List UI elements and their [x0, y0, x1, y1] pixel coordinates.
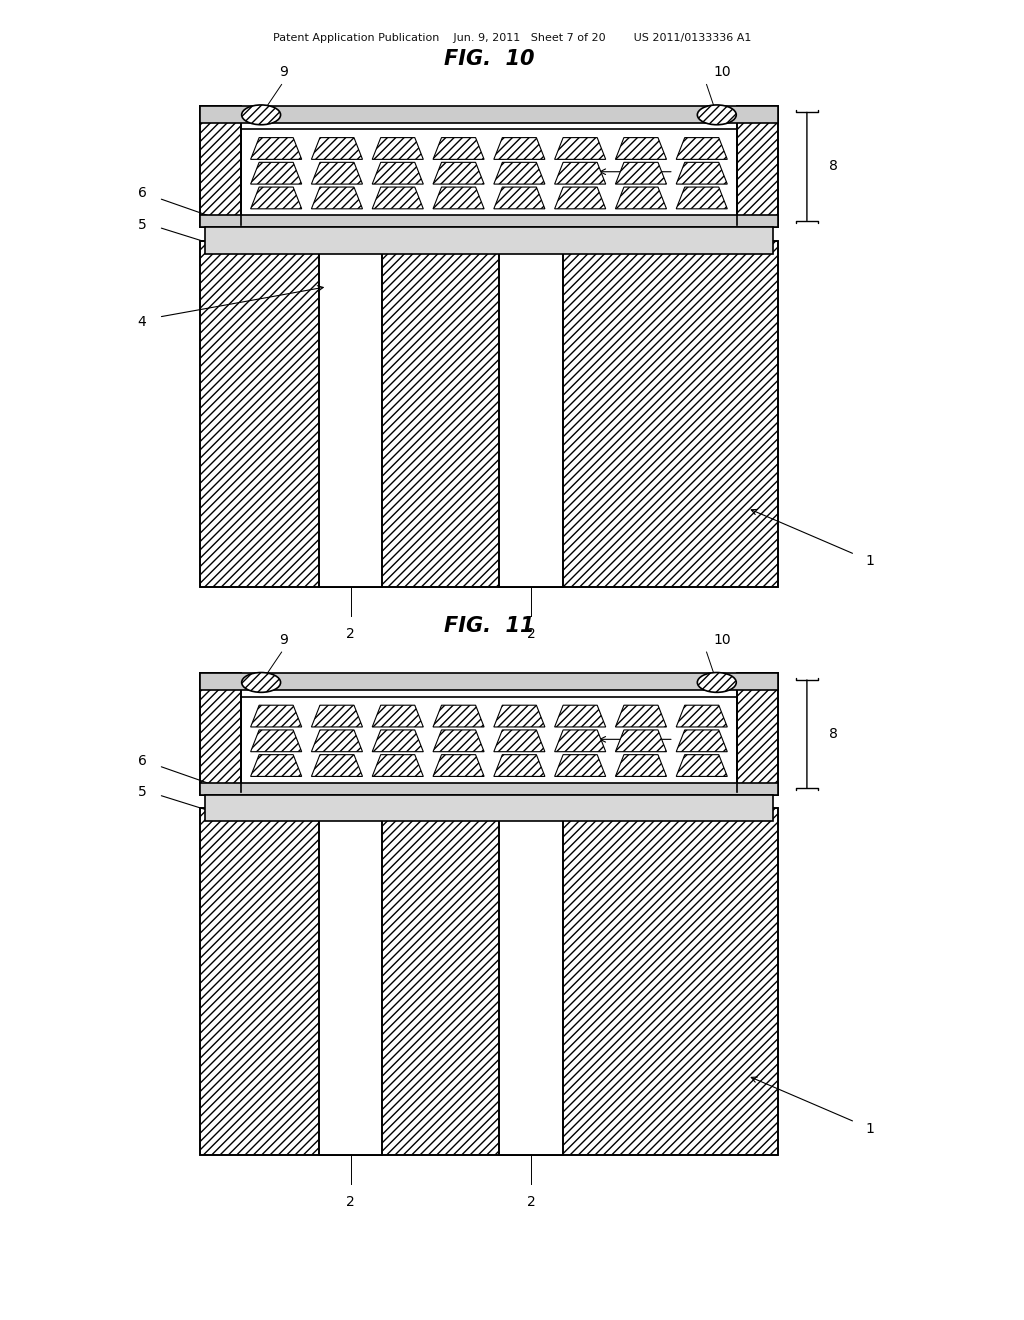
Bar	[319, 808, 383, 1155]
Polygon shape	[615, 755, 667, 776]
Polygon shape	[615, 730, 667, 751]
Polygon shape	[676, 137, 727, 160]
Polygon shape	[373, 187, 423, 209]
Text: 2: 2	[346, 627, 355, 642]
Polygon shape	[433, 705, 484, 727]
Polygon shape	[311, 730, 362, 751]
Text: 8: 8	[829, 727, 839, 741]
Text: 5: 5	[137, 785, 146, 800]
Polygon shape	[251, 755, 302, 776]
Text: 6: 6	[137, 186, 146, 201]
Bar	[200, 106, 241, 227]
Polygon shape	[311, 162, 362, 183]
Polygon shape	[555, 705, 605, 727]
Text: 7: 7	[688, 733, 697, 746]
Polygon shape	[311, 705, 362, 727]
Text: FIG.  11: FIG. 11	[444, 616, 535, 636]
Bar	[200, 106, 778, 123]
Text: 4: 4	[137, 315, 146, 330]
Polygon shape	[433, 755, 484, 776]
Polygon shape	[311, 755, 362, 776]
Polygon shape	[433, 162, 484, 183]
Text: 7: 7	[688, 165, 697, 178]
Polygon shape	[676, 705, 727, 727]
Polygon shape	[311, 187, 362, 209]
Text: 1: 1	[865, 1122, 874, 1135]
Polygon shape	[494, 730, 545, 751]
Bar	[205, 795, 773, 821]
Text: 2: 2	[526, 627, 536, 642]
Bar	[200, 808, 778, 1155]
Bar	[200, 240, 778, 587]
Bar	[319, 240, 383, 587]
Bar	[737, 106, 778, 227]
Ellipse shape	[697, 104, 736, 125]
Bar	[200, 240, 778, 587]
Polygon shape	[373, 705, 423, 727]
Text: 1: 1	[865, 554, 874, 568]
Polygon shape	[676, 162, 727, 183]
Text: 8: 8	[829, 160, 839, 173]
Polygon shape	[251, 730, 302, 751]
Polygon shape	[555, 755, 605, 776]
Polygon shape	[615, 162, 667, 183]
Text: 9: 9	[280, 632, 288, 647]
Polygon shape	[615, 187, 667, 209]
Text: 6: 6	[137, 754, 146, 768]
Bar	[737, 673, 778, 795]
Polygon shape	[251, 187, 302, 209]
Polygon shape	[494, 755, 545, 776]
Polygon shape	[676, 187, 727, 209]
Polygon shape	[373, 137, 423, 160]
Bar	[200, 673, 241, 795]
Polygon shape	[373, 730, 423, 751]
Text: 2: 2	[526, 1195, 536, 1209]
Bar	[200, 106, 241, 227]
Polygon shape	[373, 162, 423, 183]
Text: Patent Application Publication    Jun. 9, 2011   Sheet 7 of 20        US 2011/01: Patent Application Publication Jun. 9, 2…	[272, 33, 752, 44]
Bar	[205, 227, 773, 253]
Polygon shape	[494, 187, 545, 209]
Text: FIG.  10: FIG. 10	[444, 49, 535, 69]
Bar	[200, 673, 778, 690]
Polygon shape	[676, 730, 727, 751]
Bar	[200, 808, 778, 1155]
Polygon shape	[494, 705, 545, 727]
Polygon shape	[555, 137, 605, 160]
Polygon shape	[433, 730, 484, 751]
Polygon shape	[311, 137, 362, 160]
Text: 10: 10	[713, 632, 731, 647]
Polygon shape	[251, 137, 302, 160]
Text: 10: 10	[713, 65, 731, 79]
Polygon shape	[555, 187, 605, 209]
Polygon shape	[676, 755, 727, 776]
Polygon shape	[555, 730, 605, 751]
Polygon shape	[555, 162, 605, 183]
Polygon shape	[251, 162, 302, 183]
Bar	[737, 106, 778, 227]
Bar	[500, 240, 563, 587]
Bar	[200, 783, 778, 795]
Polygon shape	[615, 137, 667, 160]
Ellipse shape	[242, 673, 281, 693]
Polygon shape	[494, 137, 545, 160]
Text: 9: 9	[280, 65, 288, 79]
Ellipse shape	[697, 673, 736, 693]
Ellipse shape	[242, 104, 281, 125]
Bar	[737, 673, 778, 795]
Polygon shape	[251, 705, 302, 727]
Bar	[200, 215, 778, 227]
Polygon shape	[373, 755, 423, 776]
Bar	[500, 808, 563, 1155]
Polygon shape	[433, 137, 484, 160]
Text: 2: 2	[346, 1195, 355, 1209]
Polygon shape	[433, 187, 484, 209]
Polygon shape	[615, 705, 667, 727]
Polygon shape	[494, 162, 545, 183]
Text: 5: 5	[137, 218, 146, 232]
Bar	[200, 673, 241, 795]
